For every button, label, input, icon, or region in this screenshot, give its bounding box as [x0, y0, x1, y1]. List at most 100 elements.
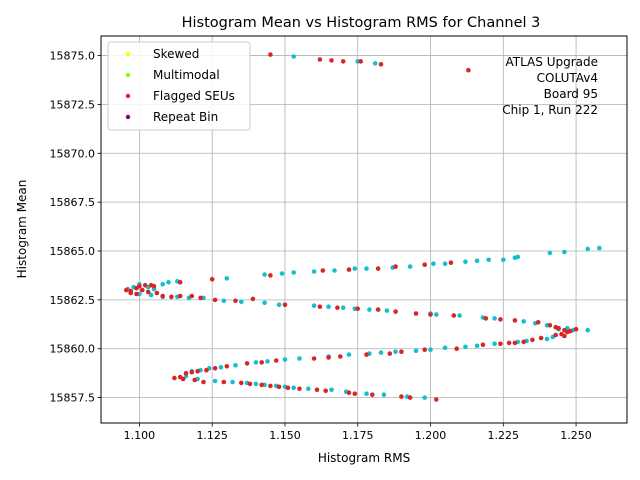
- point-normal: [384, 308, 390, 313]
- y-tick-label: 15857.5: [50, 392, 96, 405]
- point-flagged-seus: [498, 341, 503, 347]
- point-flagged-seus: [268, 273, 273, 278]
- point-flagged-seus: [422, 347, 428, 353]
- point-flagged-seus: [311, 356, 317, 361]
- point-normal: [291, 385, 297, 391]
- point-normal: [422, 395, 428, 400]
- point-flagged-seus: [250, 296, 256, 302]
- point-flagged-seus: [451, 313, 457, 318]
- point-normal: [381, 392, 387, 398]
- point-normal: [515, 254, 521, 260]
- point-flagged-seus: [221, 379, 227, 385]
- point-normal: [230, 379, 235, 385]
- point-normal: [544, 336, 550, 342]
- point-flagged-seus: [454, 346, 460, 352]
- point-normal: [486, 257, 492, 263]
- point-normal: [474, 343, 480, 349]
- annotation-line-1: ATLAS Upgrade: [505, 55, 598, 69]
- point-flagged-seus: [224, 364, 230, 369]
- point-flagged-seus: [209, 277, 215, 282]
- point-flagged-seus: [244, 361, 250, 366]
- annotation-line-2: COLUTAv4: [537, 71, 598, 85]
- point-normal: [378, 350, 384, 355]
- point-flagged-seus: [562, 333, 567, 339]
- point-normal: [364, 391, 369, 397]
- point-flagged-seus: [273, 358, 279, 363]
- y-tick-label: 15872.5: [50, 98, 96, 111]
- point-normal: [148, 292, 154, 298]
- point-flagged-seus: [407, 395, 413, 400]
- point-flagged-seus: [506, 340, 512, 346]
- point-normal: [547, 250, 553, 256]
- point-flagged-seus: [239, 380, 244, 386]
- point-flagged-seus: [335, 305, 340, 311]
- point-normal: [329, 387, 334, 393]
- legend-label-multimodal: Multimodal: [153, 68, 220, 82]
- point-flagged-seus: [201, 379, 206, 385]
- x-tick-label: 1.100: [124, 429, 156, 442]
- point-flagged-seus: [192, 377, 197, 383]
- point-flagged-seus: [556, 325, 561, 331]
- point-normal: [160, 281, 165, 287]
- point-normal: [218, 365, 224, 370]
- point-flagged-seus: [364, 352, 369, 357]
- point-flagged-seus: [180, 376, 186, 382]
- point-flagged-seus: [399, 394, 404, 399]
- point-flagged-seus: [399, 349, 404, 355]
- point-flagged-seus: [346, 390, 352, 396]
- point-normal: [311, 303, 317, 309]
- point-flagged-seus: [268, 52, 273, 57]
- point-flagged-seus: [329, 58, 334, 63]
- point-flagged-seus: [393, 309, 398, 314]
- point-normal: [562, 249, 567, 255]
- point-flagged-seus: [314, 387, 320, 393]
- point-normal: [224, 276, 230, 281]
- point-flagged-seus: [320, 268, 326, 273]
- point-flagged-seus: [145, 289, 151, 295]
- point-normal: [311, 269, 317, 274]
- grid: [101, 36, 627, 423]
- point-flagged-seus: [198, 295, 203, 301]
- annotation-block: ATLAS Upgrade COLUTAv4 Board 95 Chip 1, …: [502, 55, 598, 117]
- point-normal: [501, 257, 506, 263]
- point-normal: [585, 246, 590, 252]
- point-normal: [442, 345, 448, 351]
- point-normal: [346, 352, 352, 357]
- point-flagged-seus: [378, 62, 384, 67]
- x-tick-label: 1.200: [415, 429, 447, 442]
- point-normal: [279, 271, 285, 276]
- legend-marker-flagged-seus: [125, 93, 131, 99]
- annotation-line-3: Board 95: [544, 87, 598, 101]
- y-tick-label: 15865.0: [50, 245, 96, 258]
- point-flagged-seus: [259, 360, 265, 365]
- point-flagged-seus: [140, 287, 145, 293]
- point-normal: [166, 280, 171, 285]
- point-flagged-seus: [259, 382, 265, 388]
- point-normal: [212, 378, 218, 384]
- point-normal: [332, 268, 337, 273]
- data-points: [124, 52, 602, 402]
- point-flagged-seus: [480, 342, 486, 348]
- point-flagged-seus: [317, 57, 323, 62]
- point-flagged-seus: [282, 302, 288, 308]
- point-normal: [597, 245, 602, 251]
- point-flagged-seus: [154, 290, 160, 296]
- point-normal: [239, 299, 244, 305]
- point-flagged-seus: [268, 383, 273, 389]
- legend-box: [107, 41, 251, 131]
- x-tick-label: 1.250: [560, 429, 592, 442]
- point-normal: [431, 261, 436, 267]
- legend-label-repeat-bin: Repeat Bin: [153, 110, 218, 124]
- point-flagged-seus: [393, 264, 398, 269]
- point-flagged-seus: [285, 385, 291, 391]
- x-tick-label: 1.225: [488, 429, 520, 442]
- point-normal: [352, 266, 358, 271]
- point-flagged-seus: [233, 298, 238, 304]
- point-flagged-seus: [276, 384, 282, 390]
- point-flagged-seus: [142, 282, 148, 288]
- chart-title: Histogram Mean vs Histogram RMS for Chan…: [182, 15, 541, 31]
- point-normal: [340, 305, 346, 311]
- point-normal: [393, 349, 398, 355]
- point-flagged-seus: [183, 370, 189, 376]
